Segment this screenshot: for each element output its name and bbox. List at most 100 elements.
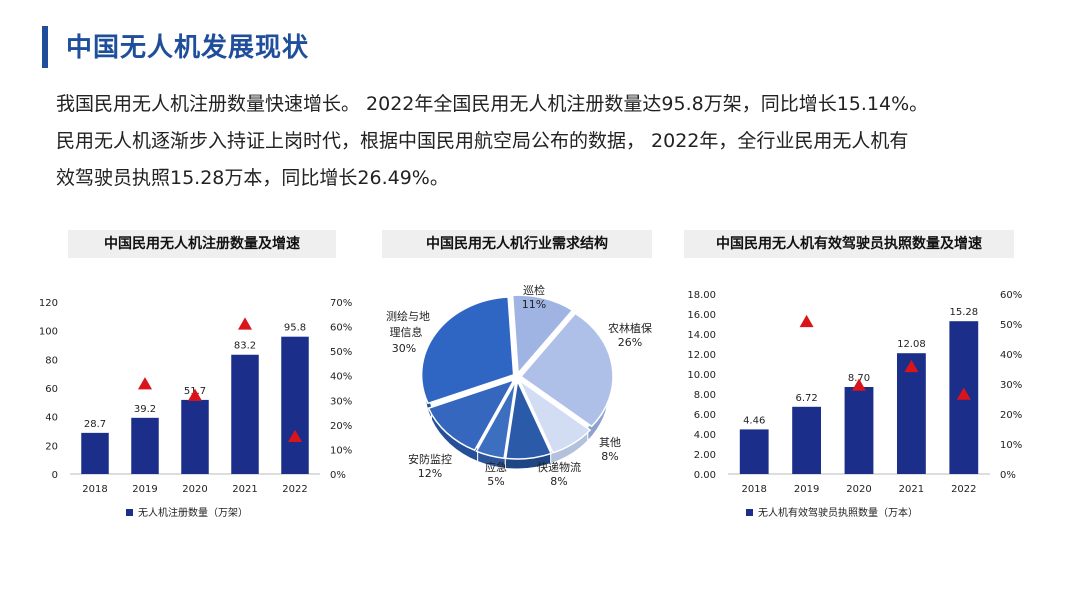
- legend-swatch: [746, 509, 753, 516]
- pie-slice: [517, 378, 592, 454]
- pie-slice: [420, 296, 515, 405]
- pie-percent: 11%: [522, 298, 546, 311]
- bar-value-label: 39.2: [134, 404, 156, 415]
- y2-tick-label: 0%: [1000, 470, 1016, 481]
- chart1-registrations: 0 20 40 60 80 100 120 0% 10% 20% 30% 40% 50% 60% 70% 28…: [39, 298, 352, 519]
- pie-label: 测绘与地: [386, 309, 430, 323]
- pie-label: 农林植保: [608, 321, 652, 335]
- x-tick-label: 2019: [132, 484, 157, 495]
- pie-percent: 26%: [618, 336, 642, 349]
- bar: [739, 429, 769, 474]
- y2-tick-label: 20%: [330, 421, 352, 432]
- pie-percent: 8%: [550, 475, 567, 488]
- y2-tick-label: 30%: [1000, 380, 1022, 391]
- pie-label: 理信息: [390, 325, 423, 339]
- x-tick-label: 2019: [794, 484, 819, 495]
- growth-rate-marker: [852, 378, 866, 391]
- intro-line-2: 民用无人机逐渐步入持证上岗时代，根据中国民用航空局公布的数据， 2022年，全行…: [56, 130, 909, 152]
- y2-tick-label: 60%: [330, 323, 352, 334]
- growth-rate-marker: [238, 317, 252, 330]
- bar: [281, 336, 309, 474]
- growth-rate-marker: [138, 377, 152, 390]
- bar-value-label: 15.28: [949, 307, 978, 318]
- bar: [81, 432, 109, 474]
- y-tick-label: 120: [39, 298, 58, 309]
- x-tick-label: 2021: [899, 484, 924, 495]
- chart2-title: 中国民用无人机行业需求结构: [382, 230, 652, 258]
- page-title: 中国无人机发展现状: [66, 33, 310, 63]
- growth-rate-marker: [288, 429, 302, 443]
- x-tick-label: 2022: [282, 484, 307, 495]
- growth-rate-marker: [956, 387, 971, 400]
- bar-value-label: 95.8: [284, 323, 306, 334]
- y2-tick-label: 0%: [330, 470, 346, 481]
- y2-tick-label: 10%: [1000, 440, 1022, 451]
- chart2-demand-pie: 巡检11%农林植保26%其他8%快递物流8%应急5%安防监控12%测绘与地理信息…: [386, 283, 652, 488]
- bar: [181, 399, 209, 474]
- y-tick-label: 80: [45, 355, 58, 366]
- title-accent-bar: [42, 26, 48, 68]
- growth-rate-marker: [188, 388, 202, 401]
- x-tick-label: 2021: [232, 484, 257, 495]
- y-tick-label: 100: [39, 327, 58, 338]
- y-tick-label: 10.00: [687, 370, 716, 381]
- legend-swatch: [126, 509, 133, 516]
- pie-label: 快递物流: [537, 460, 581, 474]
- growth-rate-marker: [904, 359, 919, 373]
- y2-tick-label: 40%: [1000, 350, 1022, 361]
- y2-tick-label: 40%: [330, 372, 352, 383]
- y-tick-label: 0.00: [694, 470, 716, 481]
- growth-rate-marker: [799, 314, 814, 328]
- y-tick-label: 14.00: [687, 330, 716, 341]
- pie-label: 巡检: [523, 283, 545, 297]
- y-tick-label: 16.00: [687, 310, 716, 321]
- y-tick-label: 4.00: [694, 430, 716, 441]
- bar-value-label: 28.7: [84, 419, 106, 430]
- x-tick-label: 2020: [182, 484, 207, 495]
- y-tick-label: 0: [52, 470, 58, 481]
- y2-tick-label: 30%: [330, 396, 352, 407]
- y-tick-label: 8.00: [694, 390, 716, 401]
- chart3-licenses: 0.00 2.00 4.00 6.00 8.00 10.00 12.00 14.00 16.00…: [687, 290, 1022, 519]
- y-tick-label: 2.00: [694, 450, 716, 461]
- y2-tick-label: 60%: [1000, 290, 1022, 301]
- y-tick-label: 60: [45, 384, 58, 395]
- y2-tick-label: 70%: [330, 298, 352, 309]
- pie-label: 其他: [599, 436, 621, 449]
- x-tick-label: 2018: [741, 484, 766, 495]
- pie-percent: 8%: [601, 450, 618, 463]
- x-tick-label: 2022: [951, 484, 976, 495]
- y2-tick-label: 50%: [1000, 320, 1022, 331]
- bar: [792, 406, 822, 474]
- pie-slice: [427, 378, 516, 452]
- y-tick-label: 20: [45, 441, 58, 452]
- bar-value-label: 12.08: [897, 339, 926, 350]
- chart3-title: 中国民用无人机有效驾驶员执照数量及增速: [684, 230, 1014, 258]
- pie-label: 安防监控: [408, 452, 452, 466]
- y2-tick-label: 50%: [330, 347, 352, 358]
- y-tick-label: 12.00: [687, 350, 716, 361]
- y-tick-label: 18.00: [687, 290, 716, 301]
- bar-value-label: 4.46: [743, 415, 765, 426]
- bar: [896, 353, 926, 474]
- x-tick-label: 2018: [82, 484, 107, 495]
- bar: [844, 387, 874, 474]
- intro-line-3: 效驾驶员执照15.28万本，同比增长26.49%。: [56, 167, 449, 189]
- y2-tick-label: 20%: [1000, 410, 1022, 421]
- y-tick-label: 40: [45, 413, 58, 424]
- pie-slice: [504, 378, 553, 460]
- y2-tick-label: 10%: [330, 445, 352, 456]
- chart1-title: 中国民用无人机注册数量及增速: [68, 230, 336, 258]
- pie-slice: [511, 294, 574, 376]
- bar-value-label: 83.2: [234, 341, 256, 352]
- pie-slice: [475, 380, 517, 460]
- legend-label: 无人机注册数量（万架）: [138, 506, 248, 519]
- bar: [231, 354, 259, 474]
- pie-percent: 30%: [392, 342, 416, 355]
- y-tick-label: 6.00: [694, 410, 716, 421]
- bar: [131, 417, 159, 474]
- x-tick-label: 2020: [846, 484, 871, 495]
- pie-label: 应急: [485, 460, 507, 474]
- legend-label: 无人机有效驾驶员执照数量（万本）: [758, 506, 918, 519]
- pie-percent: 5%: [487, 475, 504, 488]
